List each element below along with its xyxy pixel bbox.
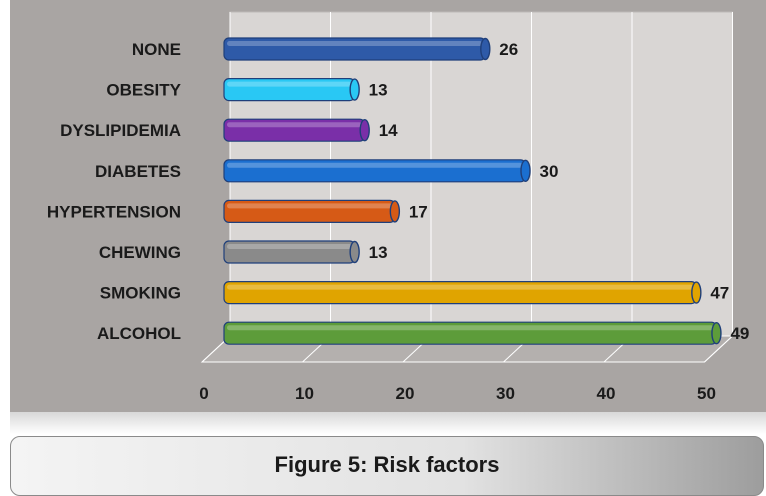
figure-caption-box: Figure 5: Risk factors <box>10 436 764 496</box>
bar <box>223 321 722 345</box>
data-label: 17 <box>409 202 428 221</box>
bar <box>223 37 491 61</box>
bar-end-cap <box>349 78 360 101</box>
bar-highlight <box>227 244 352 249</box>
data-label: 13 <box>369 243 388 262</box>
x-tick-label: 50 <box>697 384 716 403</box>
x-tick-label: 30 <box>496 384 515 403</box>
x-tick-label: 0 <box>199 384 208 403</box>
bar-end-cap <box>359 118 370 142</box>
label-layer: 0 10 20 30 40 50 NONE 26 OBESITY 13 DYSLIPIDEMIA 14… <box>47 40 750 403</box>
bar-end-cap <box>389 200 401 223</box>
category-label: OBESITY <box>106 81 181 100</box>
bar-end-cap <box>691 281 702 304</box>
bar-layer <box>223 37 722 345</box>
bar <box>223 199 401 223</box>
category-label: SMOKING <box>100 284 181 303</box>
data-label: 13 <box>369 81 388 100</box>
chart-area: 0 10 20 30 40 50 NONE 26 OBESITY 13 DYSLIPIDEMIA 14… <box>10 0 766 412</box>
x-tick-label: 20 <box>396 384 415 403</box>
bar-highlight <box>227 41 483 46</box>
bar <box>223 281 702 305</box>
category-label: HYPERTENSION <box>47 202 181 221</box>
grid-layer <box>200 11 734 363</box>
data-label: 26 <box>499 40 518 59</box>
category-label: NONE <box>132 40 181 59</box>
figure-caption: Figure 5: Risk factors <box>274 452 500 477</box>
bar-end-cap <box>349 240 360 264</box>
category-label: DIABETES <box>95 162 181 181</box>
data-label: 47 <box>710 284 729 303</box>
bar-highlight <box>227 203 392 209</box>
bar-end-cap <box>520 159 531 183</box>
bar <box>223 240 360 264</box>
data-label: 14 <box>379 121 398 140</box>
x-tick-label: 10 <box>295 384 314 403</box>
bar-highlight <box>227 284 694 290</box>
bar-end-cap <box>480 37 491 61</box>
floor-gridline <box>704 335 733 363</box>
divider <box>10 412 766 434</box>
bar-highlight <box>227 122 362 128</box>
bar-end-cap <box>711 322 722 345</box>
bar-highlight <box>227 81 352 87</box>
bar <box>223 77 360 102</box>
bar <box>223 159 531 183</box>
bar-chart: 0 10 20 30 40 50 NONE 26 OBESITY 13 DYSLIPIDEMIA 14… <box>47 11 750 403</box>
data-label: 30 <box>540 162 559 181</box>
bar <box>223 118 370 142</box>
category-label: ALCOHOL <box>97 324 181 343</box>
category-label: DYSLIPIDEMIA <box>60 121 181 140</box>
data-label: 49 <box>730 324 749 343</box>
x-tick-label: 40 <box>597 384 616 403</box>
bar-highlight <box>227 325 714 331</box>
bar-highlight <box>227 162 523 168</box>
category-label: CHEWING <box>99 243 181 262</box>
